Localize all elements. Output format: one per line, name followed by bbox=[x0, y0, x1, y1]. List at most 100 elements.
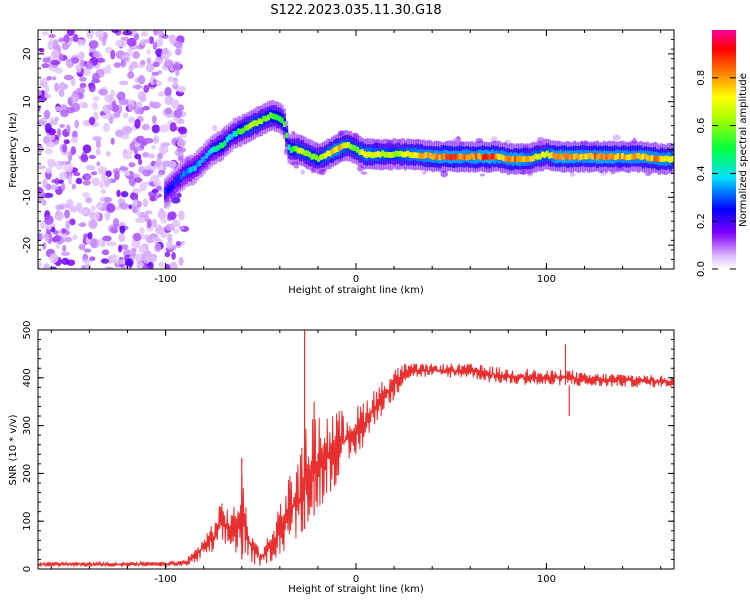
noise-speck bbox=[91, 102, 99, 111]
noise-speck bbox=[106, 104, 114, 110]
trace-cell bbox=[260, 118, 264, 125]
trace-cell bbox=[216, 144, 220, 151]
noise-speck bbox=[63, 74, 74, 81]
noise-speck bbox=[169, 261, 178, 269]
noise-speck bbox=[172, 78, 178, 87]
noise-speck bbox=[113, 170, 120, 181]
noise-speck bbox=[158, 261, 165, 268]
noise-speck bbox=[120, 244, 129, 250]
trace-cell bbox=[415, 152, 419, 159]
noise-speck bbox=[139, 182, 148, 191]
noise-speck bbox=[58, 53, 64, 62]
trace-cell bbox=[239, 128, 243, 135]
noise-speck bbox=[178, 256, 184, 267]
noise-speck bbox=[101, 249, 110, 256]
colorbar-tick-label: 0.2 bbox=[696, 213, 707, 229]
noise-speck bbox=[127, 71, 135, 79]
noise-speck bbox=[54, 116, 59, 122]
trace-cell bbox=[365, 152, 369, 158]
noise-speck bbox=[61, 228, 67, 234]
noise-speck bbox=[360, 171, 368, 175]
trace-cell bbox=[218, 142, 222, 149]
trace-cell bbox=[264, 115, 268, 122]
snr-xtick-label: -100 bbox=[154, 574, 177, 585]
snr-ytick-label: 500 bbox=[22, 320, 33, 339]
noise-speck bbox=[151, 188, 159, 193]
noise-speck bbox=[82, 180, 91, 186]
trace-cell bbox=[404, 151, 408, 158]
snr-xlabel: Height of straight line (km) bbox=[288, 584, 424, 595]
trace-cell bbox=[301, 148, 305, 155]
trace-cell bbox=[529, 156, 533, 162]
noise-speck bbox=[101, 36, 107, 47]
noise-speck bbox=[115, 93, 124, 99]
noise-speck bbox=[54, 234, 61, 242]
noise-speck bbox=[158, 37, 164, 47]
trace-cell bbox=[566, 153, 570, 159]
trace-cell bbox=[563, 152, 567, 159]
noise-speck bbox=[135, 135, 146, 144]
noise-speck bbox=[75, 64, 82, 73]
trace-cell bbox=[223, 140, 227, 147]
noise-speck bbox=[99, 181, 104, 189]
trace-cell bbox=[298, 147, 302, 154]
noise-speck bbox=[88, 116, 96, 126]
noise-speck bbox=[146, 57, 152, 65]
trace-cell bbox=[545, 150, 549, 157]
noise-speck bbox=[98, 88, 108, 96]
trace-cell bbox=[189, 167, 193, 173]
noise-speck bbox=[165, 223, 175, 232]
trace-cell bbox=[541, 151, 545, 158]
trace-cell bbox=[605, 154, 609, 161]
noise-speck bbox=[131, 247, 137, 254]
noise-speck bbox=[58, 88, 65, 98]
noise-speck bbox=[131, 238, 141, 249]
snr-xtick-label: 0 bbox=[353, 574, 359, 585]
noise-speck bbox=[48, 33, 56, 39]
noise-speck bbox=[90, 205, 96, 212]
noise-speck bbox=[58, 171, 68, 181]
trace-cell bbox=[374, 151, 378, 158]
snr-panel: -100 0 100 0 100 200 300 400 500 Height of strai… bbox=[8, 320, 675, 595]
noise-speck bbox=[60, 251, 71, 256]
noise-speck bbox=[152, 175, 159, 186]
noise-speck bbox=[128, 102, 134, 112]
noise-speck bbox=[46, 225, 52, 231]
noise-speck bbox=[158, 144, 169, 155]
noise-speck bbox=[58, 160, 69, 166]
trace-cell bbox=[333, 147, 337, 153]
noise-speck bbox=[71, 57, 80, 64]
trace-cell bbox=[502, 155, 506, 162]
noise-speck bbox=[148, 36, 155, 45]
noise-speck bbox=[97, 166, 108, 175]
trace-cell bbox=[271, 113, 275, 120]
trace-cell bbox=[273, 113, 277, 120]
noise-speck bbox=[71, 183, 77, 190]
noise-speck bbox=[102, 235, 112, 242]
trace-cell bbox=[461, 154, 465, 160]
trace-cell bbox=[296, 147, 300, 154]
trace-cell bbox=[552, 152, 556, 159]
snr-ytick-label: 100 bbox=[22, 512, 33, 531]
trace-cell bbox=[568, 154, 572, 161]
trace-cell bbox=[465, 154, 469, 161]
noise-speck bbox=[103, 196, 113, 203]
trace-cell bbox=[486, 154, 490, 161]
trace-cell bbox=[474, 153, 478, 159]
noise-speck bbox=[95, 148, 101, 156]
noise-speck bbox=[61, 182, 66, 192]
trace-cell bbox=[445, 153, 449, 160]
noise-speck bbox=[139, 143, 145, 149]
trace-cell bbox=[326, 150, 330, 157]
trace-cell bbox=[497, 154, 501, 160]
noise-speck bbox=[122, 56, 130, 62]
noise-speck bbox=[81, 192, 90, 198]
trace-cell bbox=[623, 154, 627, 161]
noise-speck bbox=[175, 240, 182, 247]
trace-cell bbox=[634, 152, 638, 159]
noise-speck bbox=[139, 252, 147, 261]
noise-speck bbox=[42, 57, 51, 63]
noise-speck bbox=[164, 86, 172, 97]
noise-speck bbox=[85, 196, 93, 204]
noise-speck bbox=[66, 198, 74, 209]
